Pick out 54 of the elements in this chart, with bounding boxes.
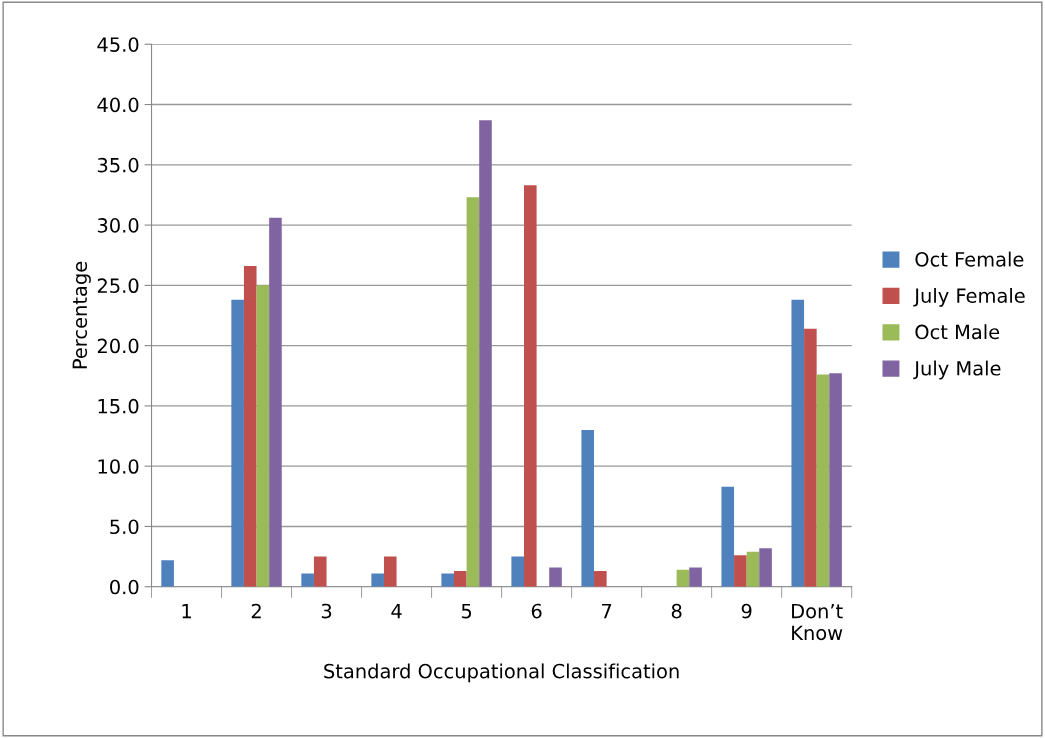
bar — [256, 285, 270, 587]
x-tick-label: 7 — [602, 603, 612, 619]
bar — [594, 571, 607, 587]
y-axis-title: Percentage — [72, 261, 91, 369]
bar — [676, 569, 690, 587]
y-tick-label: 25.0 — [97, 278, 139, 294]
bar — [746, 551, 760, 587]
bar — [161, 560, 174, 587]
bar — [549, 567, 562, 587]
bar — [829, 373, 842, 587]
x-tick-label: 9 — [741, 603, 752, 619]
x-tick-label: 2 — [251, 603, 261, 619]
x-tick-label: 4 — [391, 603, 402, 619]
bar — [301, 573, 314, 587]
legend-label: July Male — [913, 360, 1001, 380]
y-tick-label: 30.0 — [97, 218, 139, 233]
y-tick-label: 40.0 — [97, 97, 139, 113]
x-tick-label: 6 — [531, 603, 542, 619]
bar — [511, 556, 524, 587]
bar — [383, 556, 397, 587]
bar — [759, 548, 772, 587]
x-tick-label: Don’t Know — [792, 603, 843, 641]
bar — [441, 573, 454, 587]
bar — [243, 266, 257, 587]
y-tick-label: 35.0 — [97, 157, 139, 173]
bar — [479, 120, 492, 587]
bar — [313, 556, 327, 587]
bar — [371, 573, 384, 587]
bar — [581, 430, 595, 587]
x-tick-label: 1 — [182, 603, 191, 619]
x-axis-title: Standard Occupational Classification — [324, 663, 679, 683]
y-tick-label: 5.0 — [110, 519, 139, 535]
x-tick-label: 5 — [461, 603, 472, 619]
legend-label: Oct Female — [915, 251, 1024, 267]
bar — [453, 571, 467, 587]
bar — [816, 374, 830, 587]
bar — [231, 299, 244, 587]
bar — [791, 299, 805, 587]
bar — [466, 197, 480, 587]
bar — [524, 185, 537, 587]
y-tick-label: 20.0 — [97, 338, 139, 354]
bar — [804, 328, 817, 587]
bar — [721, 486, 735, 587]
y-tick-label: 15.0 — [98, 398, 139, 414]
y-tick-label: 10.0 — [98, 459, 139, 474]
y-tick-label: 0.0 — [110, 579, 139, 595]
x-tick-label: 8 — [671, 603, 682, 619]
bar — [269, 217, 282, 587]
x-tick-label: 3 — [321, 603, 332, 619]
legend-label: Oct Male — [915, 324, 1000, 340]
y-tick-label: 45.0 — [97, 37, 139, 52]
legend-label: July Female — [913, 287, 1025, 307]
bar — [689, 567, 702, 587]
bar — [734, 555, 747, 587]
